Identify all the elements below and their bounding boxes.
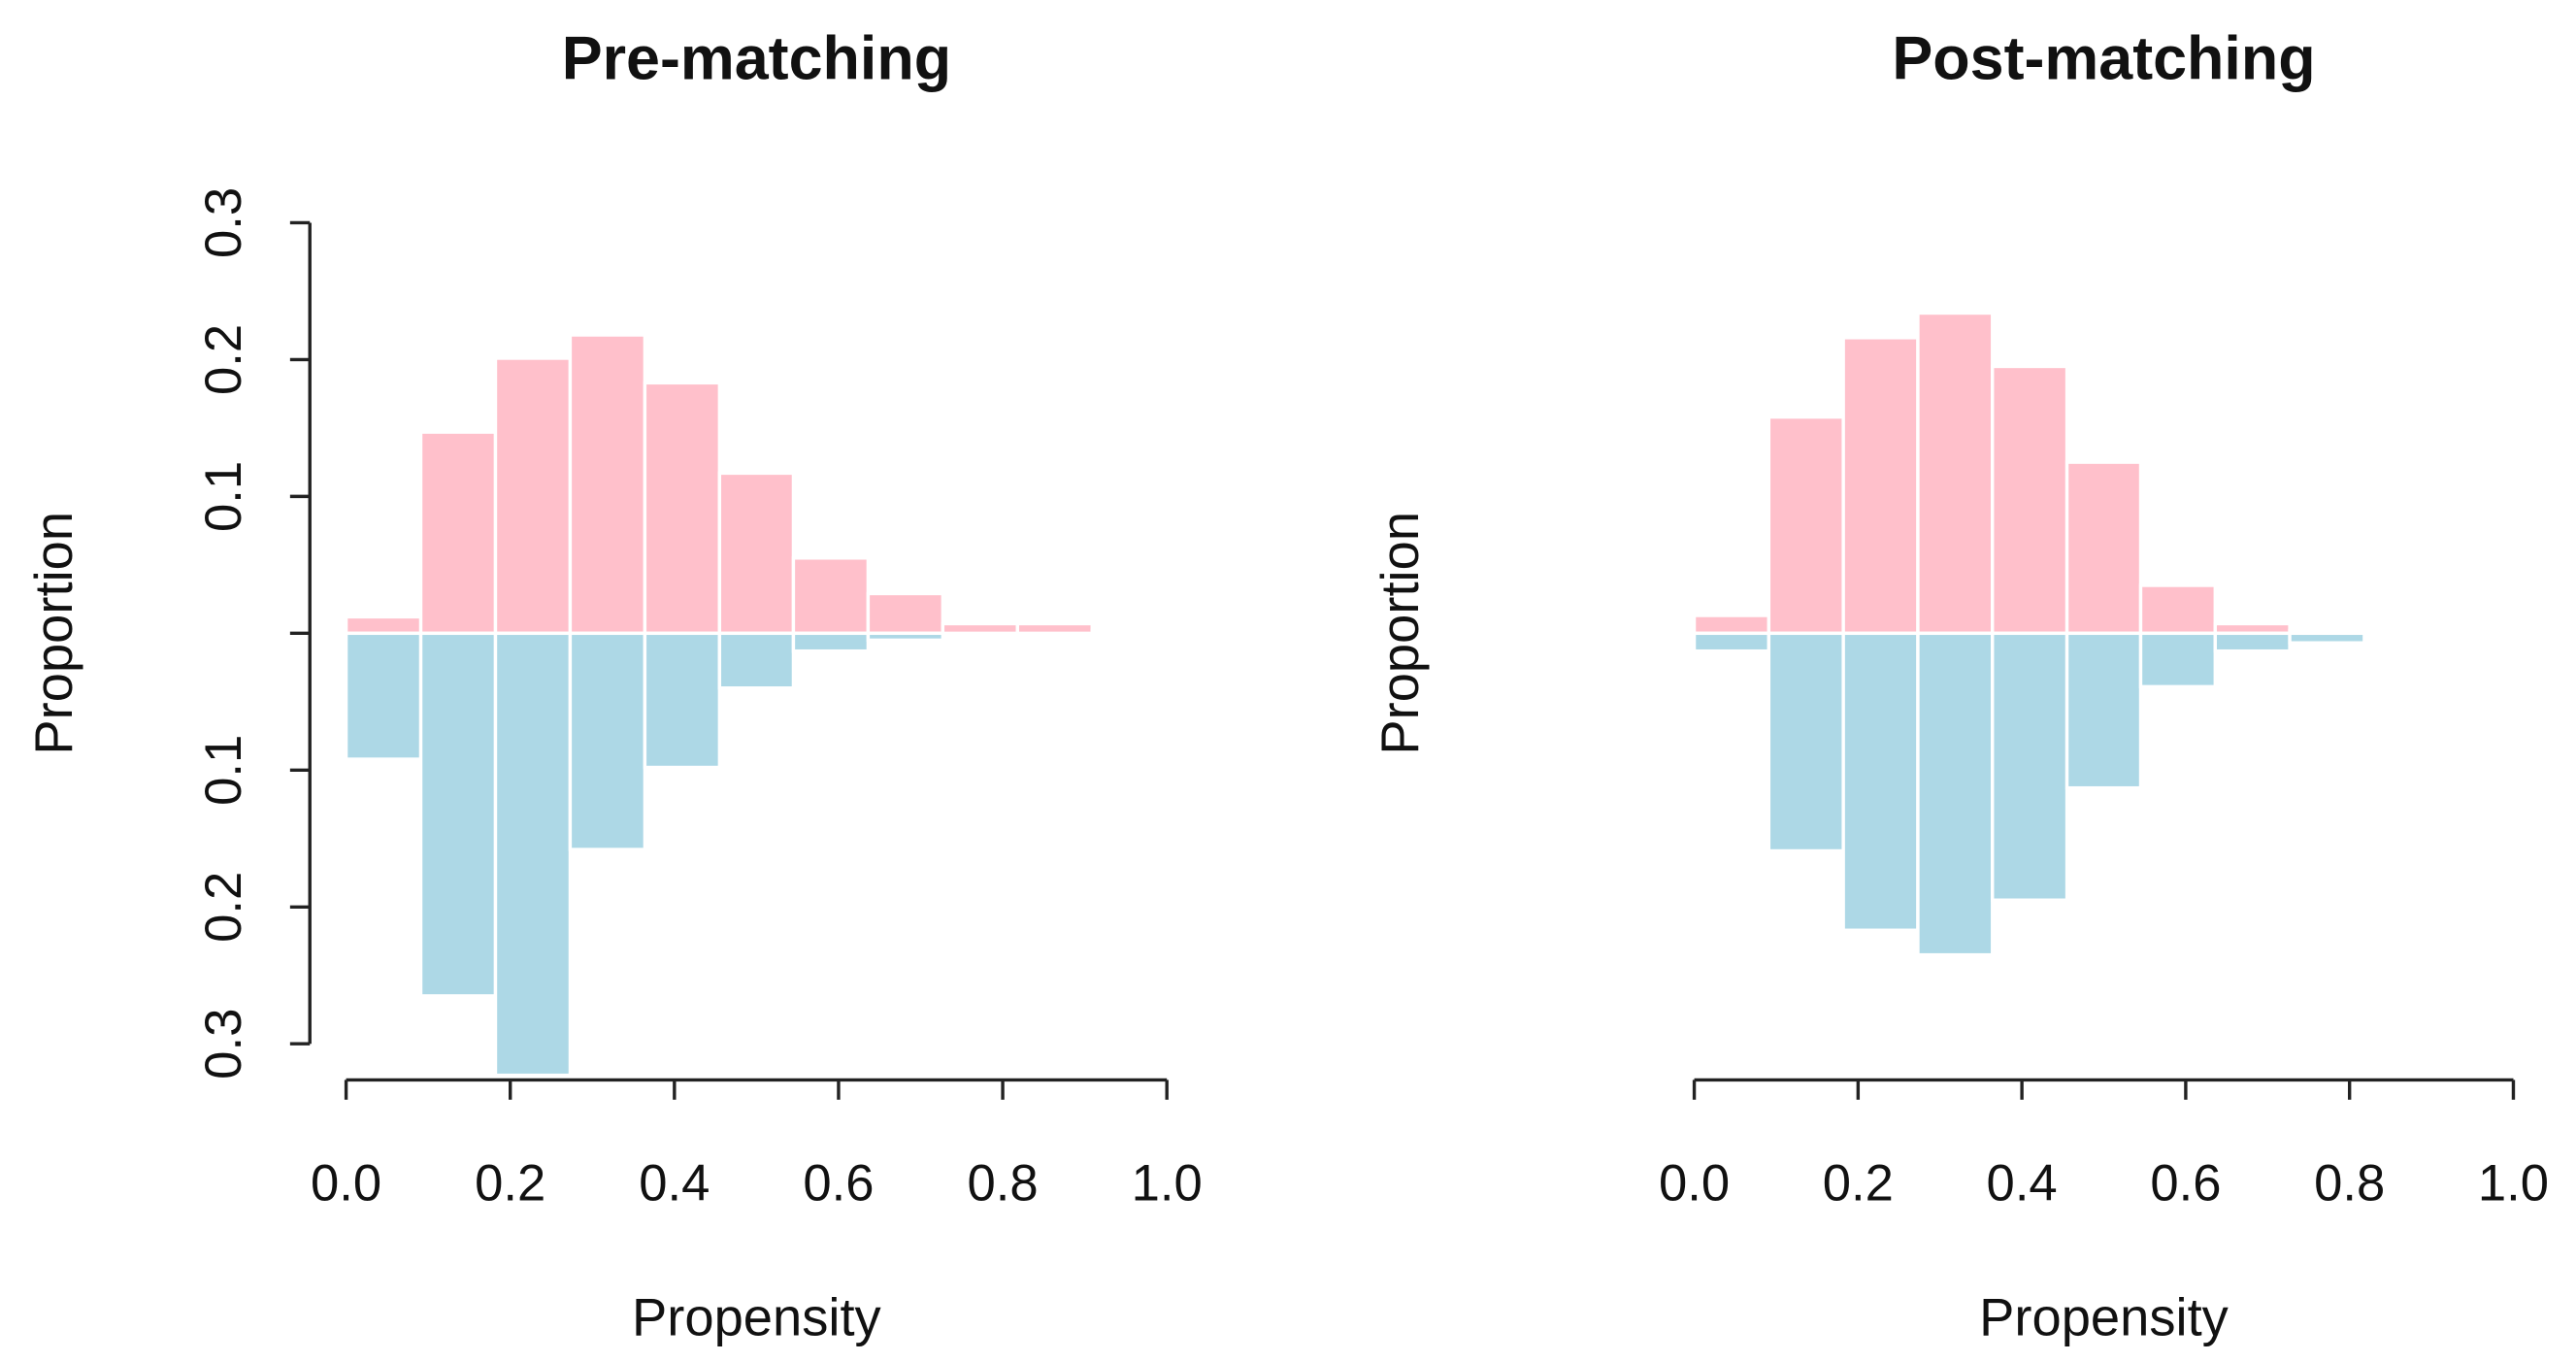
bar [418, 430, 498, 636]
bar [1015, 621, 1094, 636]
bar [2362, 630, 2441, 636]
x-tick-label: 0.8 [2314, 1154, 2385, 1212]
y-axis-label: Proportion [24, 512, 83, 755]
x-tick-label: 0.4 [639, 1154, 710, 1212]
bar [717, 631, 796, 690]
bar [1090, 628, 1169, 636]
bar [1692, 614, 1771, 636]
bar [2213, 631, 2292, 653]
x-tick-label: 0.4 [1987, 1154, 2058, 1212]
x-tick-label: 0.2 [1823, 1154, 1894, 1212]
y-tick-label: 0.3 [195, 187, 252, 258]
x-tick-label: 1.0 [1132, 1154, 1203, 1212]
bar [866, 591, 945, 636]
bar [1767, 415, 1845, 636]
x-axis-label: Propensity [1979, 1288, 2229, 1347]
bar [791, 556, 871, 636]
bar [1916, 631, 1995, 957]
bar [2138, 631, 2217, 689]
x-tick-label: 1.0 [2478, 1154, 2549, 1212]
y-axis-label: Proportion [1371, 512, 1430, 755]
y-tick-label: 0.1 [195, 461, 252, 532]
chart-title: Post-matching [1892, 25, 2315, 93]
bar [1916, 311, 1995, 636]
bar [1841, 631, 1920, 932]
bar [2064, 631, 2143, 790]
bar [2138, 583, 2217, 636]
bar [643, 631, 722, 770]
bar [717, 471, 796, 636]
bar [344, 631, 423, 761]
bar [1767, 631, 1845, 853]
x-axis-label: Propensity [632, 1288, 882, 1347]
bar [2288, 631, 2366, 645]
x-tick-label: 0.6 [803, 1154, 874, 1212]
bar [1991, 631, 2069, 902]
bar [344, 615, 423, 636]
bar [1692, 631, 1771, 653]
bar [941, 621, 1019, 636]
bar [2064, 460, 2143, 636]
x-tick-label: 0.6 [2150, 1154, 2221, 1212]
x-tick-label: 0.8 [967, 1154, 1038, 1212]
bar [643, 381, 722, 636]
chart-title: Pre-matching [562, 25, 951, 93]
x-tick-label: 0.2 [475, 1154, 545, 1212]
bar [1991, 364, 2069, 636]
y-tick-label: 0.2 [195, 324, 252, 395]
y-tick-label: 0.1 [195, 735, 252, 806]
bar [568, 631, 647, 851]
y-tick-label: 0.3 [195, 1009, 252, 1080]
bar [1841, 336, 1920, 636]
bar [493, 631, 573, 1078]
bar [866, 631, 945, 643]
y-tick-label: 0.2 [195, 872, 252, 943]
x-tick-label: 0.0 [311, 1154, 381, 1212]
bar [493, 356, 573, 636]
x-tick-label: 0.0 [1659, 1154, 1730, 1212]
bar [568, 333, 647, 636]
bar [418, 631, 498, 998]
bar [791, 631, 871, 653]
